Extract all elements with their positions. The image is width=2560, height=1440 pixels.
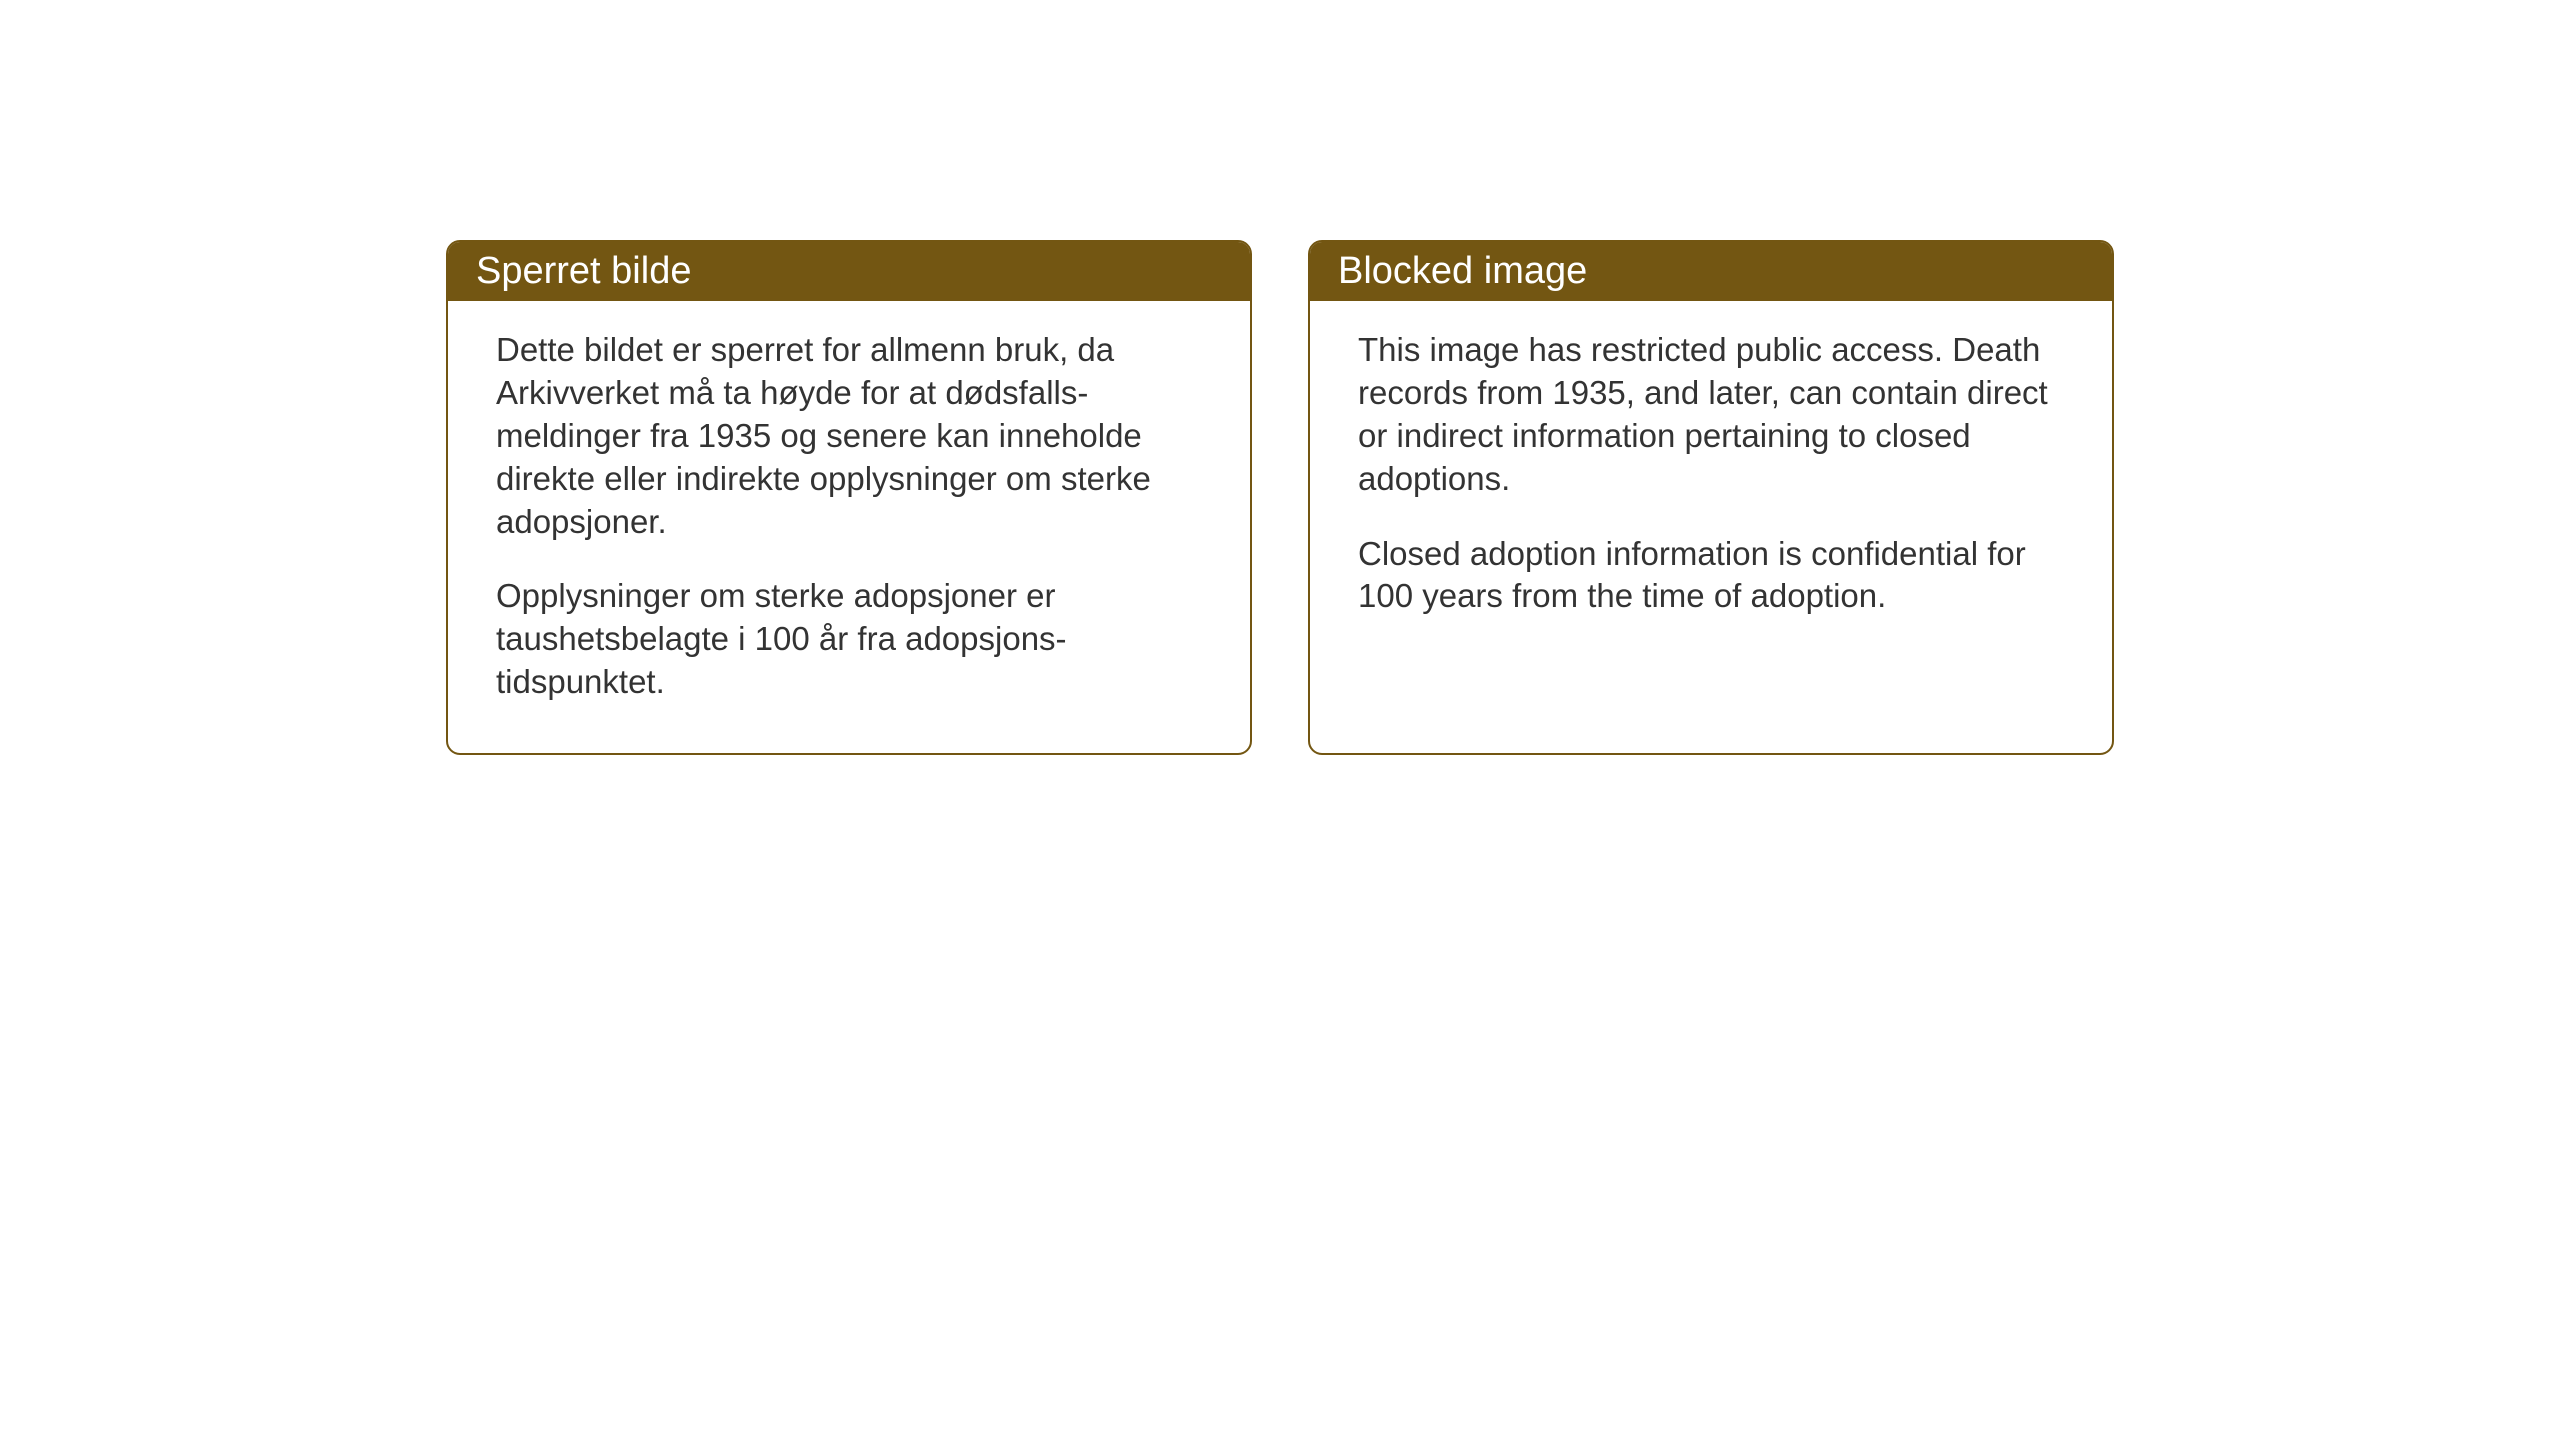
notice-header-norwegian: Sperret bilde (448, 242, 1250, 301)
notice-card-norwegian: Sperret bilde Dette bildet er sperret fo… (446, 240, 1252, 755)
notice-body-english: This image has restricted public access.… (1310, 301, 2112, 753)
notice-paragraph: Opplysninger om sterke adopsjoner er tau… (496, 575, 1202, 704)
notice-body-norwegian: Dette bildet er sperret for allmenn bruk… (448, 301, 1250, 753)
notice-card-english: Blocked image This image has restricted … (1308, 240, 2114, 755)
notice-header-english: Blocked image (1310, 242, 2112, 301)
notice-paragraph: Dette bildet er sperret for allmenn bruk… (496, 329, 1202, 543)
notice-paragraph: This image has restricted public access.… (1358, 329, 2064, 501)
notice-container: Sperret bilde Dette bildet er sperret fo… (446, 240, 2114, 755)
notice-paragraph: Closed adoption information is confident… (1358, 533, 2064, 619)
